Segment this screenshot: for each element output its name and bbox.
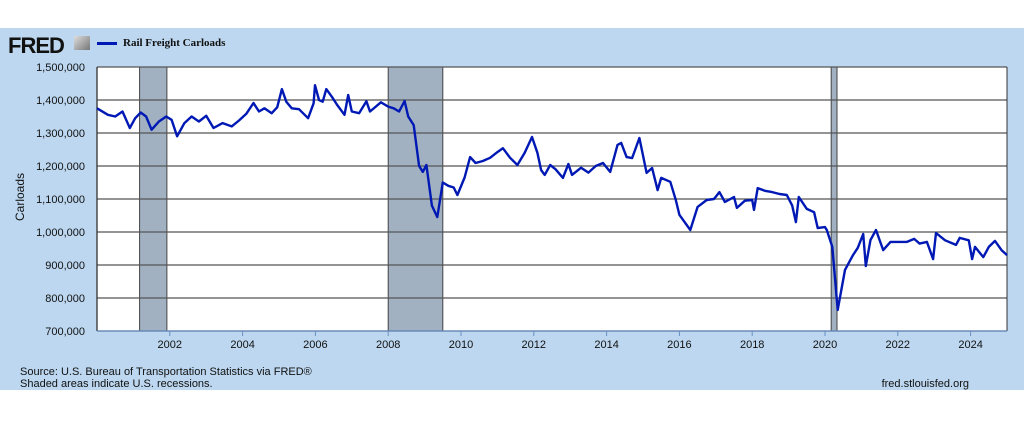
x-tick-label: 2014	[594, 339, 618, 351]
legend: Rail Freight Carloads	[97, 37, 225, 49]
x-tick-label: 2012	[522, 339, 546, 351]
y-tick-label: 1,400,000	[36, 95, 85, 107]
y-tick-label: 1,300,000	[36, 128, 85, 140]
y-tick-label: 900,000	[45, 260, 85, 272]
legend-swatch	[97, 41, 117, 45]
footer: Source: U.S. Bureau of Transportation St…	[20, 366, 312, 390]
y-tick-label: 1,200,000	[36, 161, 85, 173]
y-tick-label: 800,000	[45, 293, 85, 305]
x-tick-label: 2020	[813, 339, 837, 351]
legend-label: Rail Freight Carloads	[123, 37, 226, 49]
y-tick-label: 1,500,000	[36, 62, 85, 74]
x-tick-label: 2024	[958, 339, 982, 351]
fred-url[interactable]: fred.stlouisfed.org	[881, 378, 969, 390]
x-tick-label: 2004	[230, 339, 254, 351]
x-tick-label: 2008	[376, 339, 400, 351]
recession-note: Shaded areas indicate U.S. recessions.	[20, 378, 213, 390]
x-tick-label: 2010	[449, 339, 473, 351]
y-tick-label: 1,000,000	[36, 227, 85, 239]
source-note: Source: U.S. Bureau of Transportation St…	[20, 366, 312, 378]
x-tick-label: 2006	[303, 339, 327, 351]
x-tick-label: 2022	[886, 339, 910, 351]
x-tick-label: 2016	[667, 339, 691, 351]
x-tick-label: 2018	[740, 339, 764, 351]
fred-chart-icon	[74, 36, 90, 50]
y-tick-label: 700,000	[45, 326, 85, 338]
y-tick-label: 1,100,000	[36, 194, 85, 206]
fred-logo[interactable]: FRED	[8, 33, 65, 58]
series-line-rail-freight-carloads	[96, 84, 1008, 312]
x-tick-label: 2002	[158, 339, 182, 351]
